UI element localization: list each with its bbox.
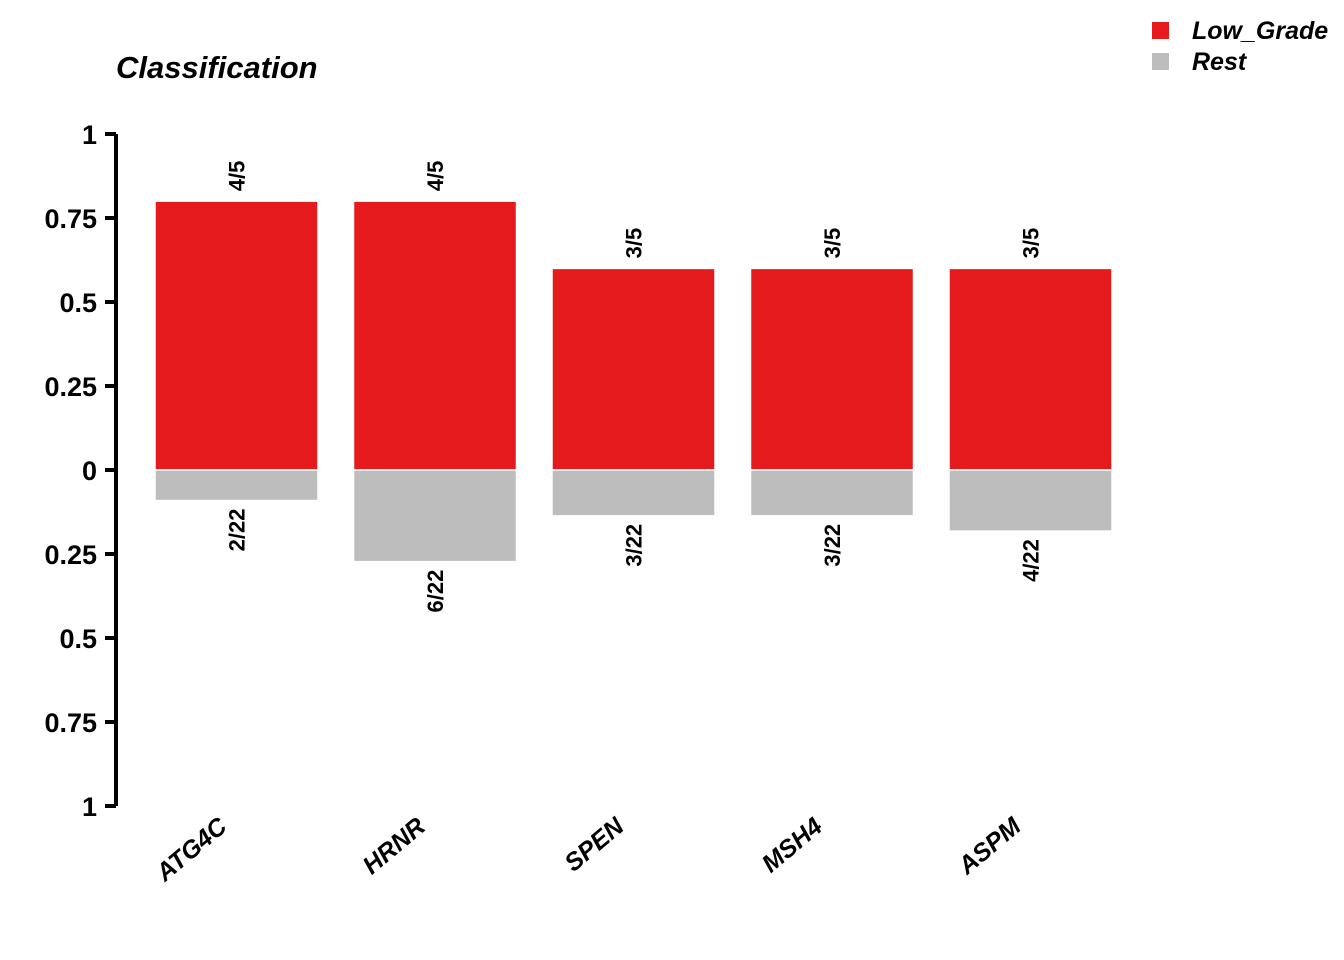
x-tick-label: SPEN: [559, 812, 630, 878]
bar-low-grade: [551, 267, 716, 471]
bar-rest: [154, 469, 319, 502]
data-label-rest: 3/22: [820, 524, 845, 567]
bar-rest: [352, 469, 518, 563]
y-tick-label: 0.25: [44, 372, 97, 402]
data-label-low-grade: 3/5: [622, 228, 647, 259]
bars: [154, 200, 1113, 563]
data-label-rest: 3/22: [622, 524, 647, 567]
data-label-low-grade: 3/5: [1019, 228, 1044, 259]
y-tick-label: 0.5: [59, 624, 97, 654]
bar-rest: [749, 469, 915, 517]
y-tick-label: 0.75: [44, 708, 97, 738]
x-tick-label: ASPM: [952, 811, 1027, 880]
x-tick-label: HRNR: [358, 812, 431, 880]
data-labels: 4/5 2/22 4/5 6/22 3/5 3/22 3/5 3/22 3/5 4/22: [225, 161, 1044, 613]
chart-title: Classification: [116, 50, 318, 85]
y-tick-label: 1: [82, 120, 97, 150]
bar-rest: [551, 469, 716, 517]
legend: Low_Grade Rest: [1152, 17, 1328, 76]
bar-low-grade: [749, 267, 915, 471]
x-tick-label: ATG4C: [150, 812, 233, 888]
bar-low-grade: [154, 200, 319, 471]
legend-swatch: [1152, 53, 1169, 70]
bar-low-grade: [352, 200, 518, 471]
y-axis: 1 0.75 0.5 0.25 0 0.25 0.5 0.75 1: [44, 120, 118, 822]
y-tick-label: 1: [82, 792, 97, 822]
x-tick-label: MSH4: [757, 812, 828, 878]
data-label-low-grade: 4/5: [423, 161, 448, 192]
x-axis-labels: ATG4C HRNR SPEN MSH4 ASPM: [150, 811, 1027, 887]
y-tick-label: 0: [82, 456, 97, 486]
legend-label: Rest: [1192, 48, 1248, 76]
bar-rest: [948, 469, 1113, 532]
data-label-low-grade: 3/5: [820, 228, 845, 259]
y-tick-label: 0.5: [59, 288, 97, 318]
legend-swatch: [1152, 22, 1169, 39]
legend-label: Low_Grade: [1192, 17, 1328, 45]
y-tick-label: 0.75: [44, 204, 97, 234]
y-tick-label: 0.25: [44, 540, 97, 570]
data-label-rest: 6/22: [423, 570, 448, 613]
data-label-rest: 2/22: [225, 509, 250, 552]
bar-low-grade: [948, 267, 1113, 471]
data-label-rest: 4/22: [1019, 539, 1044, 582]
data-label-low-grade: 4/5: [225, 161, 250, 192]
